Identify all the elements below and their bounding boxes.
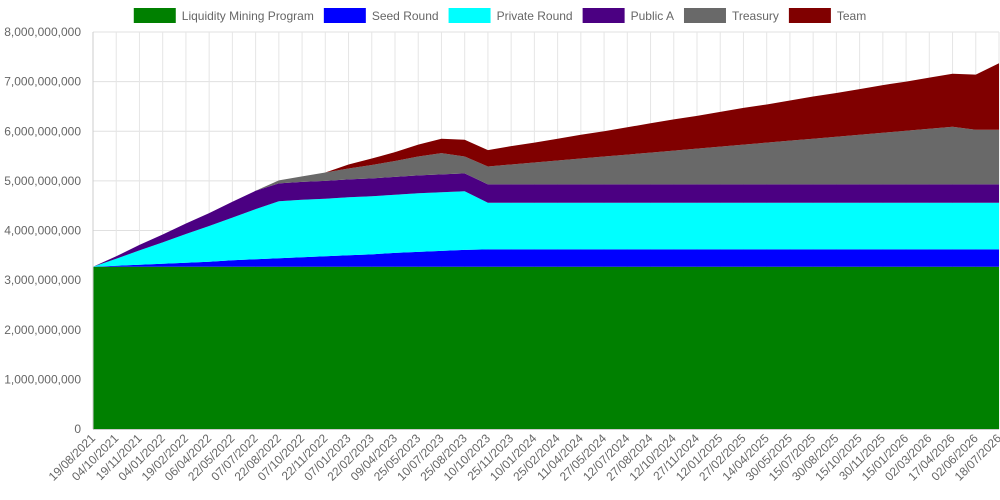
area-series-private-round[interactable] xyxy=(93,191,999,267)
legend-item-treasury[interactable]: Treasury xyxy=(683,8,779,23)
y-tick-label: 4,000,000,000 xyxy=(4,224,81,238)
legend-swatch xyxy=(448,8,491,23)
y-tick-label: 1,000,000,000 xyxy=(4,372,81,386)
y-tick-label: 6,000,000,000 xyxy=(4,124,81,138)
legend-swatch xyxy=(582,8,625,23)
legend-label: Public A xyxy=(631,9,674,23)
y-tick-label: 0 xyxy=(74,422,81,436)
legend-swatch xyxy=(133,8,176,23)
legend-label: Private Round xyxy=(497,9,573,23)
legend-label: Team xyxy=(837,9,866,23)
area-series-liquidity-mining-program[interactable] xyxy=(93,266,999,429)
area-series-seed-round[interactable] xyxy=(93,249,999,267)
legend-item-public-a[interactable]: Public A xyxy=(582,8,674,23)
legend-label: Liquidity Mining Program xyxy=(182,9,314,23)
legend-label: Seed Round xyxy=(372,9,439,23)
area-series-team[interactable] xyxy=(93,63,999,267)
legend-label: Treasury xyxy=(732,9,779,23)
y-axis: 0 1,000,000,000 2,000,000,000 3,000,000,000… xyxy=(4,25,94,436)
legend: Liquidity Mining Program Seed Round Privat… xyxy=(133,8,866,23)
y-tick-label: 3,000,000,000 xyxy=(4,273,81,287)
y-tick-label: 8,000,000,000 xyxy=(4,25,81,39)
legend-swatch xyxy=(683,8,726,23)
legend-swatch xyxy=(788,8,831,23)
legend-item-team[interactable]: Team xyxy=(788,8,866,23)
x-axis: 19/08/202104/10/202119/11/202104/01/2022… xyxy=(46,431,1000,484)
area-series xyxy=(93,63,999,429)
area-series-public-a[interactable] xyxy=(93,173,999,267)
legend-item-liquidity-mining-program[interactable]: Liquidity Mining Program xyxy=(133,8,314,23)
legend-item-seed-round[interactable]: Seed Round xyxy=(323,8,439,23)
y-tick-label: 5,000,000,000 xyxy=(4,174,81,188)
area-series-treasury[interactable] xyxy=(93,126,999,267)
y-tick-label: 2,000,000,000 xyxy=(4,323,81,337)
legend-item-private-round[interactable]: Private Round xyxy=(448,8,573,23)
legend-swatch xyxy=(323,8,366,23)
y-tick-label: 7,000,000,000 xyxy=(4,75,81,89)
